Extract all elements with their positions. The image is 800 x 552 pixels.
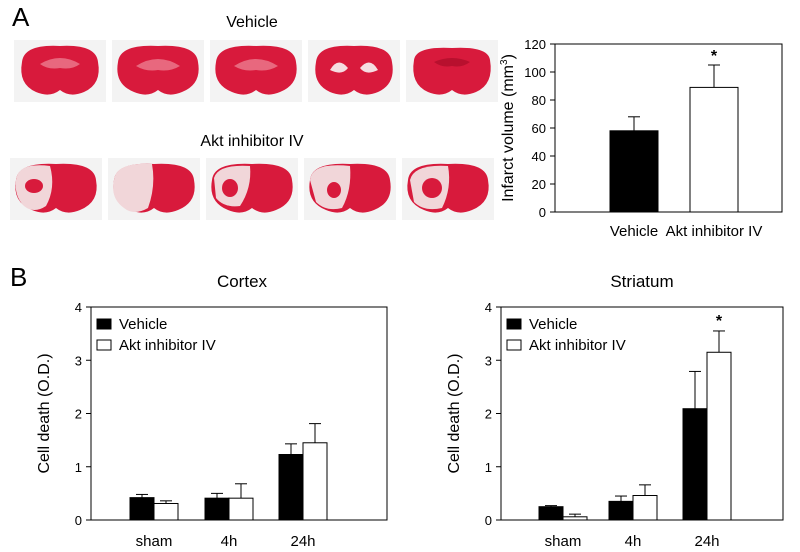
- brain-slice-image: [402, 158, 494, 220]
- chart-title: Cortex: [217, 272, 268, 291]
- chart-infarct: 0 20 40 60 80 100 120 Infarct volume (mm3) Vehic…: [499, 37, 783, 240]
- bar-akt-inhibitor-iv: [302, 442, 328, 521]
- legend-swatch: [96, 339, 112, 351]
- y-axis-label-text: Infarct volume (mm: [500, 65, 517, 202]
- y-tick-label: 100: [524, 65, 546, 80]
- legend-label: Akt inhibitor IV: [529, 337, 626, 354]
- x-tick-label: sham: [136, 533, 173, 550]
- y-tick-label: 1: [485, 460, 492, 475]
- inhibitor-slice-strip: [10, 158, 494, 220]
- y-axis-label: Infarct volume (mm3): [499, 54, 517, 202]
- y-tick-label: 20: [532, 177, 546, 192]
- plot-frame: [554, 43, 783, 213]
- x-tick-label: sham: [545, 533, 582, 550]
- x-tick-label: Akt inhibitor IV: [666, 223, 763, 240]
- brain-slice-image: [14, 40, 106, 102]
- legend-label: Vehicle: [119, 316, 167, 333]
- brain-slice-image: [210, 40, 302, 102]
- x-tick-label: 24h: [694, 533, 719, 550]
- bar-vehicle: [129, 497, 155, 521]
- chart-cortex: 0 1 2 3 4 Cell death (O.D.) Cortex sham 4h 24h Veh…: [36, 272, 388, 550]
- x-tick-label: 4h: [625, 533, 642, 550]
- significance-marker: *: [711, 48, 718, 65]
- brain-slice-image: [112, 40, 204, 102]
- inhibitor-images-caption: Akt inhibitor IV: [200, 133, 304, 150]
- bar-akt-inhibitor-iv: [153, 502, 179, 521]
- bar-vehicle: [608, 500, 634, 521]
- y-tick-label: 4: [75, 300, 82, 315]
- vehicle-slice-strip: [14, 40, 498, 102]
- bar-akt-inhibitor-iv: [632, 495, 658, 521]
- y-tick-label: 2: [75, 407, 82, 422]
- bar-0: [609, 130, 659, 213]
- panel-label-a: A: [12, 2, 30, 32]
- y-tick-label: 1: [75, 460, 82, 475]
- y-axis-label-close: ): [500, 54, 517, 59]
- y-tick-label: 3: [485, 353, 492, 368]
- y-tick-label: 0: [485, 513, 492, 528]
- legend-label: Akt inhibitor IV: [119, 337, 216, 354]
- chart-striatum: 0 1 2 3 4 Cell death (O.D.) Striatum sham 4h 24h *…: [446, 272, 784, 550]
- y-tick-label: 120: [524, 37, 546, 52]
- bar-vehicle: [538, 506, 564, 521]
- y-axis-label: Cell death (O.D.): [446, 353, 463, 473]
- legend-swatch: [506, 339, 522, 351]
- vehicle-images-caption: Vehicle: [226, 14, 278, 31]
- bar-vehicle: [278, 454, 304, 521]
- bar-akt-inhibitor-iv: [562, 516, 588, 521]
- x-tick-label: 4h: [221, 533, 238, 550]
- brain-slice-image: [10, 158, 102, 220]
- brain-slice-image: [206, 158, 298, 220]
- brain-slice-image: [304, 158, 396, 220]
- y-tick-label: 4: [485, 300, 492, 315]
- bar-akt-inhibitor-iv: [228, 497, 254, 521]
- legend-label: Vehicle: [529, 316, 577, 333]
- y-tick-label: 0: [75, 513, 82, 528]
- y-axis-label: Cell death (O.D.): [36, 353, 53, 473]
- y-tick-label: 80: [532, 93, 546, 108]
- bar-1: [689, 86, 739, 213]
- legend-swatch: [96, 318, 112, 330]
- y-tick-label: 3: [75, 353, 82, 368]
- y-axis-label-sup: 3: [499, 59, 510, 65]
- y-tick-label: 60: [532, 121, 546, 136]
- brain-slice-image: [108, 158, 200, 220]
- significance-marker: *: [716, 313, 723, 330]
- bar-vehicle: [204, 497, 230, 521]
- bar-akt-inhibitor-iv: [706, 351, 732, 521]
- legend-swatch: [506, 318, 522, 330]
- brain-slice-image: [406, 40, 498, 102]
- y-axis-label-text: Cell death (O.D.): [36, 353, 53, 473]
- panel-label-b: B: [10, 262, 28, 292]
- bar-vehicle: [682, 408, 708, 521]
- y-tick-label: 2: [485, 407, 492, 422]
- y-tick-label: 40: [532, 149, 546, 164]
- brain-slice-image: [308, 40, 400, 102]
- y-tick-label: 0: [539, 205, 546, 220]
- y-axis-label-text: Cell death (O.D.): [446, 353, 463, 473]
- x-tick-label: Vehicle: [610, 223, 658, 240]
- chart-title: Striatum: [610, 272, 673, 291]
- x-tick-label: 24h: [290, 533, 315, 550]
